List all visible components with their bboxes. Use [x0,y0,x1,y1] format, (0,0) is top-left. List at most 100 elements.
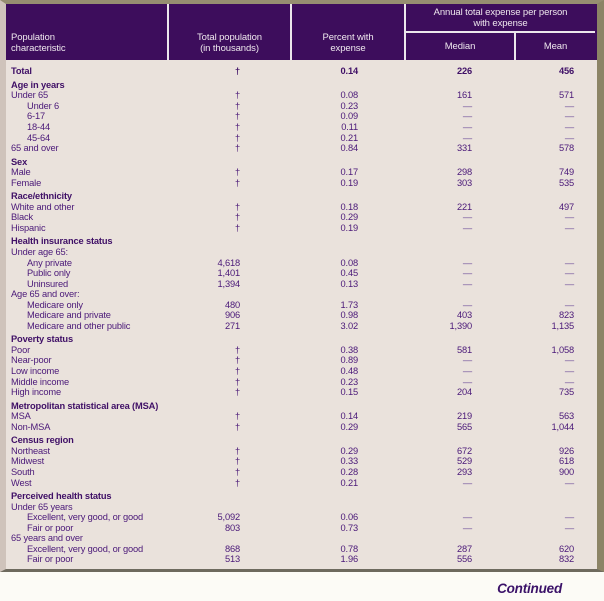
cell-population-characteristic: Medicare and other public [27,320,131,331]
table-row: 65 and over † 0.84 331 578 [6,143,597,154]
cell-mean: 456 [558,66,574,77]
header-median-mean-row: Median Mean [406,33,595,60]
cell-mean: — [564,299,574,310]
cell-total-population: † [234,122,240,132]
table-row: Female † 0.19 303 535 [6,177,597,188]
cell-median: — [462,122,472,132]
cell-total-population: 513 [224,554,240,565]
table-row: MSA † 0.14 219 563 [6,411,597,422]
table-row: Male † 0.17 298 749 [6,167,597,178]
header-median: Median [444,41,476,52]
cell-population-characteristic: Excellent, very good, or good [27,543,144,554]
cell-percent-with-expense: 1.73 [340,299,359,310]
cell-total-population: † [234,355,240,366]
cell-total-population: † [234,387,240,398]
cell-percent-with-expense: 0.11 [341,122,358,132]
cell-population-characteristic: Under age 65: [11,247,68,258]
table-row: Poor † 0.38 581 1,058 [6,345,597,356]
table-row: Excellent, very good, or good 5,092 0.06 — — [6,512,597,523]
statistics-table: Population characteristic Total populati… [0,0,604,572]
cell-median: — [462,299,472,310]
header-total-population: Total population (in thousands) [167,4,290,60]
cell-total-population: † [234,212,240,223]
cell-population-characteristic: Under 65 [11,90,49,101]
cell-mean: — [564,522,574,533]
cell-median: — [462,355,472,366]
table-row: Age in years [6,80,597,91]
table-row: Public only 1,401 0.45 — — [6,268,597,279]
cell-population-characteristic: Medicare and private [27,310,111,321]
table-row: Low income † 0.48 — — [6,366,597,377]
cell-mean: — [564,366,574,377]
cell-population-characteristic: Age 65 and over: [11,289,80,300]
cell-median: — [462,100,472,111]
cell-mean: 900 [558,466,574,477]
cell-population-characteristic: Uninsured [27,278,69,289]
cell-percent-with-expense: 0.08 [340,257,359,268]
cell-population-characteristic: Health insurance status [11,236,113,247]
table-row: Total † 0.14 226 456 [6,66,597,77]
cell-percent-with-expense: 0.06 [340,512,359,523]
cell-population-characteristic: Near-poor [11,355,52,366]
cell-percent-with-expense: 0.98 [340,310,359,321]
cell-population-characteristic: Public only [27,268,71,279]
cell-mean: 749 [558,167,574,178]
cell-percent-with-expense: 0.15 [340,387,359,398]
cell-percent-with-expense: 0.29 [340,445,359,456]
cell-median: 556 [456,554,472,565]
cell-population-characteristic: 65 years and over [11,533,83,544]
table-row: 18-44 † 0.11 — — [6,122,597,133]
cell-total-population: † [234,421,240,432]
table-row: South † 0.28 293 900 [6,467,597,478]
cell-median: 293 [456,466,472,477]
cell-total-population: 906 [224,310,240,321]
cell-total-population: † [234,222,240,233]
cell-total-population: 1,394 [217,278,240,289]
cell-percent-with-expense: 0.45 [340,268,359,279]
cell-median: 1,390 [449,320,472,331]
cell-median: — [462,366,472,377]
table-row: Under 6 † 0.23 — — [6,101,597,112]
cell-percent-with-expense: 0.23 [340,376,359,387]
cell-population-characteristic: 6-17 [27,111,46,122]
cell-population-characteristic: Sex [11,156,28,167]
cell-total-population: † [234,366,240,377]
cell-mean: — [564,512,574,523]
table-row: Perceived health status [6,491,597,502]
cell-population-characteristic: Under 65 years [11,501,73,512]
cell-median: — [462,376,472,387]
cell-population-characteristic: West [11,477,32,488]
cell-percent-with-expense: 0.29 [340,212,359,223]
cell-percent-with-expense: 0.29 [340,421,359,432]
cell-mean: 618 [558,456,574,467]
cell-mean: — [564,111,574,122]
cell-total-population: † [234,201,240,212]
cell-population-characteristic: Middle income [11,376,69,387]
table-row: Northeast † 0.29 672 926 [6,446,597,457]
cell-total-population: † [234,66,240,77]
cell-total-population: 271 [224,320,240,331]
cell-total-population: † [234,177,240,188]
cell-percent-with-expense: 0.84 [340,143,359,154]
cell-total-population: 803 [224,522,240,533]
cell-population-characteristic: Fair or poor [27,554,74,565]
cell-percent-with-expense: 1.96 [340,554,359,565]
table-row: Medicare and other public 271 3.02 1,390 1,1… [6,321,597,332]
cell-total-population: 5,092 [217,512,240,523]
cell-mean: 535 [558,177,574,188]
cell-population-characteristic: 45-64 [27,132,51,143]
header-percent-with-expense: Percent with expense [290,4,404,60]
cell-median: — [462,512,472,523]
cell-total-population: † [234,111,240,122]
cell-median: 204 [456,387,472,398]
table-row: West † 0.21 — — [6,477,597,488]
cell-percent-with-expense: 0.08 [340,90,359,101]
cell-median: — [462,257,472,268]
table-row: Under 65 years [6,501,597,512]
cell-population-characteristic: Medicare only [27,299,83,310]
cell-total-population: † [234,132,240,143]
cell-percent-with-expense: 0.19 [340,222,359,233]
cell-population-characteristic: South [11,466,35,477]
cell-mean: — [564,122,574,132]
cell-population-characteristic: Northeast [11,445,50,456]
